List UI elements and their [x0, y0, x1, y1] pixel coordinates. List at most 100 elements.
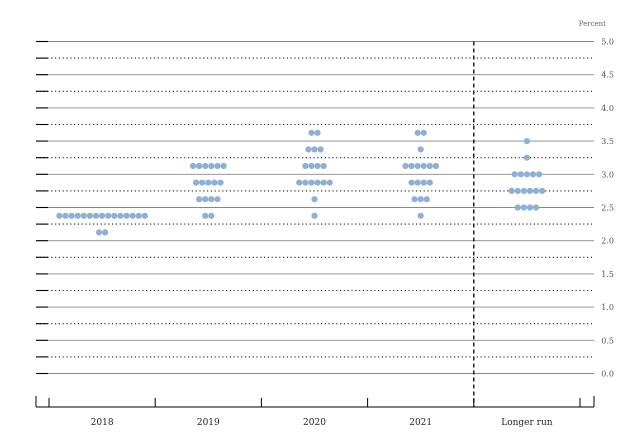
dot-marker	[326, 179, 333, 186]
y-axis-unit-label: Percent	[579, 20, 606, 28]
category-labels: 2018 2019 2020 2021 Longer run	[91, 418, 553, 428]
dot-marker	[308, 179, 315, 186]
dot-marker	[196, 162, 203, 170]
y-tick-label: 4.0	[601, 104, 614, 113]
category-label: 2021	[409, 418, 432, 428]
dot-marker	[196, 196, 203, 203]
dot-marker	[426, 179, 433, 186]
dot-marker	[74, 212, 81, 219]
dot-marker	[408, 179, 415, 186]
dot-marker	[420, 162, 427, 170]
dot-marker	[414, 179, 421, 186]
category-label: Longer run	[501, 418, 553, 428]
dot-marker	[308, 162, 315, 170]
dot-marker	[105, 212, 112, 219]
dot-marker	[92, 212, 100, 219]
category-label: 2019	[197, 418, 220, 428]
dot-marker	[314, 162, 321, 170]
dot-marker	[123, 212, 130, 219]
dot-marker	[432, 162, 440, 170]
dot-marker	[193, 179, 200, 186]
dot-marker	[314, 179, 321, 186]
dot-marker	[129, 212, 136, 219]
dot-marker	[80, 212, 87, 219]
dot-marker	[417, 146, 424, 153]
dot-marker	[523, 154, 531, 161]
dot-marker	[214, 162, 221, 170]
dot-marker	[508, 187, 515, 194]
category-label: 2018	[91, 418, 114, 428]
dot-marker	[62, 212, 69, 219]
dot-marker	[529, 171, 537, 178]
dot-marker	[426, 162, 433, 170]
dot-marker	[526, 187, 534, 194]
dot-marker	[86, 212, 93, 219]
dot-marker	[208, 196, 215, 203]
dot-marker	[220, 162, 227, 170]
dot-marker	[532, 187, 540, 194]
dot-marker	[302, 162, 309, 170]
dot-marker	[402, 162, 409, 170]
dot-marker	[420, 129, 427, 136]
dot-marker	[414, 162, 421, 170]
dot-marker	[532, 204, 540, 211]
dot-marker	[417, 212, 424, 219]
y-tick-labels: 0.0 0.5 1.0 1.5 2.0 2.5 3.0 3.5 4.0 4.5 5.0	[601, 38, 614, 379]
dots	[56, 129, 546, 236]
dot-marker	[411, 196, 418, 203]
dot-marker	[420, 179, 427, 186]
dot-marker	[111, 212, 118, 219]
y-tick-label: 5.0	[601, 38, 614, 47]
dot-marker	[317, 146, 324, 153]
dot-marker	[214, 196, 221, 203]
y-tick-label: 4.5	[601, 71, 614, 80]
dot-marker	[99, 212, 106, 219]
gridlines	[36, 40, 594, 375]
dot-marker	[320, 162, 327, 170]
category-label: 2020	[303, 418, 326, 428]
dot-marker	[314, 129, 321, 136]
dot-marker	[189, 162, 197, 170]
dot-marker	[95, 229, 103, 236]
dot-marker	[208, 212, 215, 219]
dot-marker	[526, 204, 534, 211]
dot-marker	[539, 187, 546, 194]
y-tick-label: 1.0	[601, 303, 614, 312]
y-tick-label: 3.5	[601, 137, 614, 146]
dot-marker	[514, 187, 521, 194]
dot-marker	[302, 179, 309, 186]
dot-marker	[305, 146, 312, 153]
dot-marker	[520, 204, 527, 211]
dot-marker	[514, 204, 521, 211]
x-axis	[35, 41, 595, 408]
dot-marker	[523, 171, 531, 178]
dot-marker	[408, 162, 415, 170]
dot-marker	[320, 179, 327, 186]
dot-marker	[414, 129, 421, 136]
dot-marker	[520, 187, 527, 194]
dot-marker	[199, 179, 206, 186]
dot-marker	[102, 229, 109, 236]
y-tick-label: 1.5	[601, 270, 614, 279]
dot-marker	[417, 196, 424, 203]
dot-marker	[296, 179, 303, 186]
dot-marker	[208, 162, 215, 170]
y-tick-label: 0.5	[601, 336, 614, 345]
dot-marker	[68, 212, 75, 219]
dot-marker	[536, 171, 543, 178]
dot-marker	[511, 171, 518, 178]
dot-marker	[523, 138, 531, 145]
dot-marker	[141, 212, 148, 219]
y-tick-label: 2.0	[601, 237, 614, 246]
dot-marker	[517, 171, 524, 178]
dot-marker	[311, 196, 318, 203]
dot-marker	[308, 129, 315, 136]
dot-marker	[423, 196, 430, 203]
dot-marker	[211, 179, 218, 186]
dot-marker	[135, 212, 142, 219]
dot-marker	[202, 196, 209, 203]
dot-marker	[202, 162, 209, 170]
dot-marker	[205, 179, 212, 186]
dot-marker	[311, 146, 318, 153]
